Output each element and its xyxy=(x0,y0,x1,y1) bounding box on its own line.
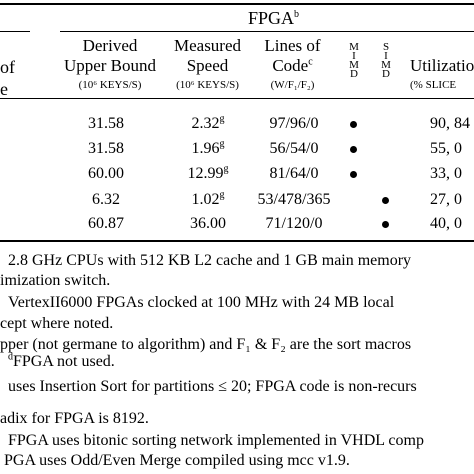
derived-upper-bound-cell: 6.32 xyxy=(92,191,120,208)
note-line-3: VertexII6000 FPGAs clocked at 100 MHz wi… xyxy=(8,294,395,311)
fpga-group-rule xyxy=(60,31,474,32)
measured-speed-value: 2.32 xyxy=(191,115,220,132)
left-col-header-line1: of xyxy=(0,57,15,77)
note-line-2: imization switch. xyxy=(0,272,111,289)
utilization-cell: 55, 0 xyxy=(430,140,462,157)
fpga-group-footnote-mark: b xyxy=(294,9,300,20)
mimd-marker xyxy=(350,121,357,128)
speed-header-line1: Measured xyxy=(173,36,242,55)
note-line-4: cept where noted. xyxy=(0,315,114,332)
note-d-mark: d xyxy=(8,351,13,363)
simd-letter-1: S xyxy=(382,41,390,53)
simd-letter-2: I xyxy=(384,50,388,62)
simd-header: S I M D xyxy=(380,41,392,80)
measured-speed-value: 1.02 xyxy=(191,191,220,208)
measured-speed-cell: 1.02g xyxy=(158,189,258,209)
measured-speed-cell: 12.99g xyxy=(158,163,258,183)
loc-header-line2: Code xyxy=(272,56,309,75)
note-line-5: pper (not germane to algorithm) and F₁ &… xyxy=(0,336,412,353)
note-line-1: 2.8 GHz CPUs with 512 KB L2 cache and 1 … xyxy=(8,252,412,269)
table-top-rule xyxy=(0,3,474,5)
utilization-cell: 40, 0 xyxy=(430,215,462,232)
measured-speed-footnote-mark: g xyxy=(219,113,225,125)
measured-speed-cell: 36.00 xyxy=(158,215,258,233)
utilization-cell: 90, 84 xyxy=(430,115,470,132)
measured-speed-value: 36.00 xyxy=(190,215,226,232)
derived-upper-bound-cell: 31.58 xyxy=(88,115,124,132)
lines-of-code-cell: 97/96/0 xyxy=(269,115,319,132)
measured-speed-value: 12.99 xyxy=(187,165,224,182)
speed-header-line2: Speed xyxy=(186,56,229,75)
loc-header-unit: (W/F₁/F₂) xyxy=(270,79,315,91)
note-line-6: dFPGA not used. xyxy=(8,351,115,371)
mimd-letter-4: D xyxy=(350,68,358,80)
fpga-group-label: FPGA xyxy=(248,8,295,28)
util-header-unit: (% SLICE xyxy=(410,79,457,91)
simd-marker xyxy=(382,221,389,228)
measured-speed-footnote-mark: g xyxy=(219,189,225,201)
left-group-rule xyxy=(0,31,30,32)
derived-upper-bound-cell: 60.00 xyxy=(88,165,124,182)
loc-header-line2-wrap: Codec xyxy=(250,56,335,76)
loc-header-line1: Lines of xyxy=(264,36,321,55)
fpga-group-header: FPGAb xyxy=(248,8,299,28)
measured-speed-footnote-mark: g xyxy=(223,163,229,175)
mimd-header: M I M D xyxy=(348,41,360,80)
simd-letter-4: D xyxy=(382,68,390,80)
lines-of-code-cell: 56/54/0 xyxy=(269,140,319,157)
derived-upper-bound-cell: 60.87 xyxy=(88,215,124,232)
lines-of-code-cell: 53/478/365 xyxy=(257,191,331,208)
mimd-letter-3: M xyxy=(349,59,359,71)
utilization-cell: 33, 0 xyxy=(430,165,462,182)
note-line-8: adix for FPGA is 8192. xyxy=(0,410,149,427)
note-line-10: PGA uses Odd/Even Merge compiled using m… xyxy=(4,452,350,469)
measured-speed-cell: 2.32g xyxy=(158,113,258,133)
table-bottom-rule xyxy=(0,240,474,242)
mimd-marker xyxy=(350,171,357,178)
simd-marker xyxy=(382,197,389,204)
loc-header-footnote-mark: c xyxy=(308,56,313,68)
util-header-line1: Utilizatio xyxy=(410,56,474,75)
left-col-header-line2: e xyxy=(0,79,8,99)
measured-speed-value: 1.96 xyxy=(191,140,220,157)
mimd-letter-1: M xyxy=(349,41,359,53)
note-line-7: uses Insertion Sort for partitions ≤ 20;… xyxy=(8,378,417,395)
derived-header-line2: Upper Bound xyxy=(63,56,157,75)
utilization-cell: 27, 0 xyxy=(430,191,462,208)
derived-header-unit: (10⁶ KEYS/S) xyxy=(78,79,142,91)
lines-of-code-header: Lines of Codec (W/F₁/F₂) xyxy=(250,36,335,94)
speed-header-unit: (10⁶ KEYS/S) xyxy=(176,79,239,91)
mimd-marker xyxy=(350,146,357,153)
note-line-6-text: FPGA not used. xyxy=(13,353,115,370)
header-bottom-rule xyxy=(0,98,474,99)
mimd-letter-2: I xyxy=(352,50,356,62)
note-line-9: FPGA uses bitonic sorting network implem… xyxy=(8,432,424,449)
measured-speed-header: Measured Speed (10⁶ KEYS/S) xyxy=(160,36,255,94)
derived-upper-bound-cell: 31.58 xyxy=(88,140,124,157)
lines-of-code-cell: 81/64/0 xyxy=(269,165,319,182)
measured-speed-footnote-mark: g xyxy=(219,138,225,150)
measured-speed-cell: 1.96g xyxy=(158,138,258,158)
utilization-header: Utilizatio (% SLICE xyxy=(410,56,474,94)
simd-letter-3: M xyxy=(381,59,391,71)
derived-upper-bound-header: Derived Upper Bound (10⁶ KEYS/S) xyxy=(50,36,170,94)
lines-of-code-cell: 71/120/0 xyxy=(265,215,323,232)
derived-header-line1: Derived xyxy=(82,36,138,55)
